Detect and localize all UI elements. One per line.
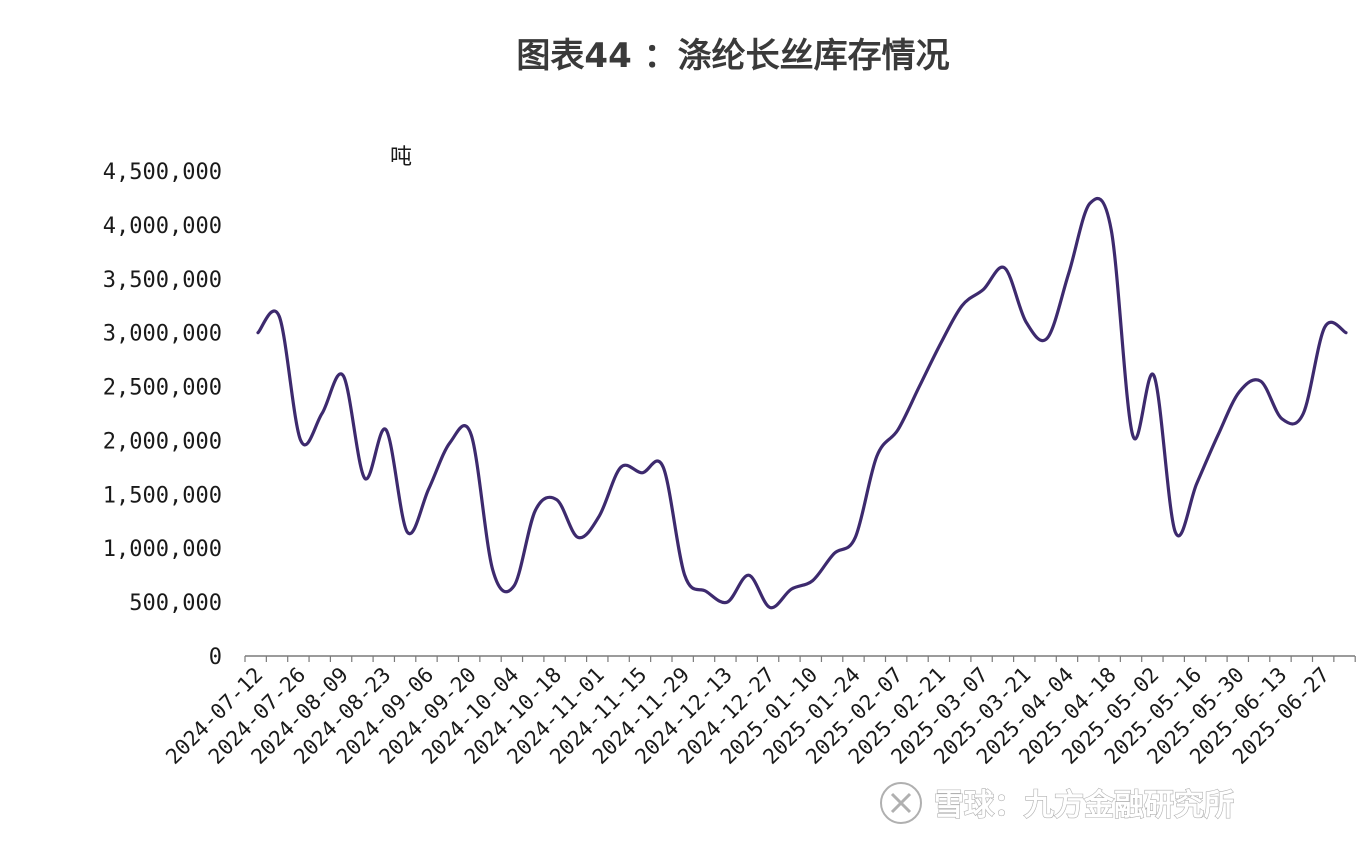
watermark: 雪球：九方金融研究所 [880, 782, 1235, 824]
chart-title: 图表44 ：涤纶长丝库存情况 [516, 36, 949, 76]
y-tick-label: 3,000,000 [103, 322, 222, 347]
watermark-text: 雪球：九方金融研究所 [934, 788, 1234, 823]
series-layer [256, 196, 1348, 610]
xueqiu-logo-icon [880, 782, 922, 824]
y-tick-label: 500,000 [129, 591, 222, 616]
inventory-series-line [256, 196, 1348, 610]
y-tick-label: 0 [209, 645, 222, 670]
y-tick-label: 4,500,000 [103, 160, 222, 185]
x-axis: 2024-07-122024-07-262024-08-092024-08-23… [161, 655, 1356, 769]
y-tick-label: 2,000,000 [103, 429, 222, 454]
y-tick-label: 2,500,000 [103, 376, 222, 401]
y-tick-label: 3,500,000 [103, 268, 222, 293]
y-tick-label: 1,500,000 [103, 483, 222, 508]
y-tick-label: 4,000,000 [103, 214, 222, 239]
y-axis-unit-label: 吨 [390, 145, 412, 170]
y-tick-label: 1,000,000 [103, 537, 222, 562]
y-axis: 0 500,000 1,000,000 1,500,000 2,000,000 2,500… [103, 160, 222, 670]
